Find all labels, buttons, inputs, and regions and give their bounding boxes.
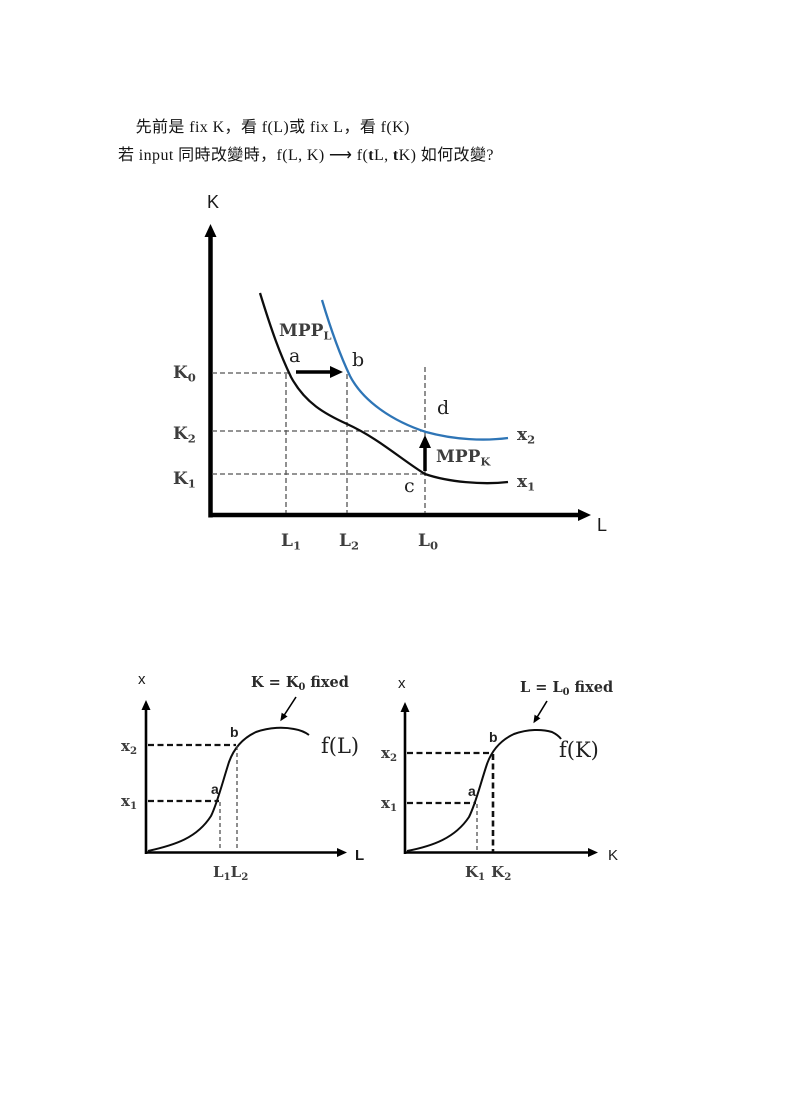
mpp-k-label: MPPK <box>436 447 491 469</box>
fk-x1-sub: 1 <box>390 802 397 814</box>
line2-bold-t1: t <box>368 147 374 164</box>
k2-main: K <box>173 424 189 444</box>
f-of-k-figure: x K x2 x1 K1 K2 a b L = L0 fixed f(K) <box>381 675 618 883</box>
mpp-l-main: MPP <box>279 321 324 341</box>
x2-main: x <box>517 425 528 445</box>
main-y-axis-label: K <box>207 192 219 212</box>
k0-sub: 0 <box>188 371 196 385</box>
line2-seg2: L, <box>373 147 393 164</box>
header-line1-text: 先前是 fix K，看 f(L)或 fix L，看 f(K) <box>135 119 410 136</box>
f-of-l-curve-label: f(L) <box>321 734 359 758</box>
l0-tick-label: L0 <box>418 531 438 553</box>
fk-x1-tick-label: x1 <box>381 794 397 814</box>
k1-sub: 1 <box>188 477 196 491</box>
mpp-k-sub: K <box>480 455 491 469</box>
fl-l1-sub: 1 <box>224 871 231 883</box>
k0-tick-label: K0 <box>173 363 196 385</box>
isoquant-x2-curve <box>320 299 509 441</box>
fk-k2-main: K <box>491 863 505 881</box>
fl-x2-sub: 2 <box>130 745 137 757</box>
fl-x1-tick-label: x1 <box>121 792 137 812</box>
fk-y-axis-label: x <box>398 675 406 692</box>
fl-l2-main: L <box>231 863 242 881</box>
fk-note-sub: 0 <box>563 687 570 698</box>
l2-sub: 2 <box>351 539 359 553</box>
mpp-k-main: MPP <box>436 447 481 467</box>
fl-y-axis-label: x <box>138 671 146 688</box>
point-b-label: b <box>352 349 364 371</box>
f-of-k-curve <box>406 728 562 852</box>
k2-sub: 2 <box>188 432 196 446</box>
fk-point-b-label: b <box>489 729 498 745</box>
fk-x1-main: x <box>381 794 391 812</box>
x2-curve-label: x2 <box>517 425 535 447</box>
line2-bold-t2: t <box>392 147 399 164</box>
fk-x2-tick-label: x2 <box>381 744 397 764</box>
l0-main: L <box>418 531 430 551</box>
x2-sub: 2 <box>527 433 535 447</box>
fk-point-a-label: a <box>468 783 476 799</box>
isoquant-x1-curve <box>258 292 509 485</box>
f-of-k-curve-label: f(K) <box>559 738 599 762</box>
main-isoquant-figure: K L K0 K2 K1 L1 L2 L0 x2 x1 <box>173 192 607 553</box>
header-line-1: 先前是 fix K，看 f(L)或 fix L，看 f(K) <box>118 95 410 155</box>
fl-l1l2-tick-label: L1L2 <box>213 863 248 883</box>
point-c-label: c <box>404 475 415 497</box>
point-a-label: a <box>289 345 300 367</box>
point-d-label: d <box>437 397 449 419</box>
l1-sub: 1 <box>293 539 301 553</box>
fl-note-sub: 0 <box>298 682 305 693</box>
fl-l2-sub: 2 <box>241 871 248 883</box>
fl-fixed-note: K = K0 fixed <box>251 674 349 693</box>
l0-sub: 0 <box>430 539 438 553</box>
fl-x2-tick-label: x2 <box>121 737 137 757</box>
fl-x2-main: x <box>121 737 131 755</box>
l2-tick-label: L2 <box>339 531 359 553</box>
fk-k1-sub: 1 <box>478 871 485 883</box>
header-line-2: 若 input 同時改變時，f(L, K) ⟶ f(tL, tK) 如何改變? <box>118 141 494 165</box>
l1-main: L <box>281 531 293 551</box>
x1-curve-label: x1 <box>517 472 535 494</box>
fl-note-post: fixed <box>305 674 349 691</box>
fk-note-post: fixed <box>570 679 614 696</box>
fk-note-pre: L = L <box>520 679 563 696</box>
mpp-l-sub: L <box>323 329 331 343</box>
k2-tick-label: K2 <box>173 424 196 446</box>
fk-x-axis-label: K <box>608 847 618 864</box>
fl-note-arrow <box>280 696 297 722</box>
fk-fixed-note: L = L0 fixed <box>520 679 613 698</box>
fl-x1-main: x <box>121 792 131 810</box>
fl-l1-main: L <box>213 863 224 881</box>
fk-k2-sub: 2 <box>504 871 511 883</box>
line2-seg0: 若 input 同時改變時，f(L, K) ⟶ f( <box>118 147 369 164</box>
mpp-l-label: MPPL <box>279 321 332 343</box>
fk-x2-sub: 2 <box>390 752 397 764</box>
k1-tick-label: K1 <box>173 469 196 491</box>
k0-main: K <box>173 363 189 383</box>
fk-k1k2-tick-label: K1 K2 <box>465 863 511 883</box>
k1-main: K <box>173 469 189 489</box>
fl-point-a-label: a <box>211 781 219 797</box>
fl-x-axis-label: L <box>355 847 364 864</box>
fl-x1-sub: 1 <box>130 800 137 812</box>
fl-note-pre: K = K <box>251 674 300 691</box>
line2-seg4: K) 如何改變? <box>398 147 494 164</box>
f-of-l-curve <box>147 726 310 852</box>
fk-x2-main: x <box>381 744 391 762</box>
fk-note-arrow <box>533 700 548 724</box>
x1-sub: 1 <box>527 480 535 494</box>
f-of-l-figure: x L x2 x1 L1L2 a b K = K0 fixed f(L) <box>121 671 364 883</box>
fk-k1-main: K <box>465 863 479 881</box>
main-x-axis-label: L <box>597 515 607 535</box>
x1-main: x <box>517 472 528 492</box>
fl-point-b-label: b <box>230 724 239 740</box>
l1-tick-label: L1 <box>281 531 301 553</box>
l2-main: L <box>339 531 351 551</box>
